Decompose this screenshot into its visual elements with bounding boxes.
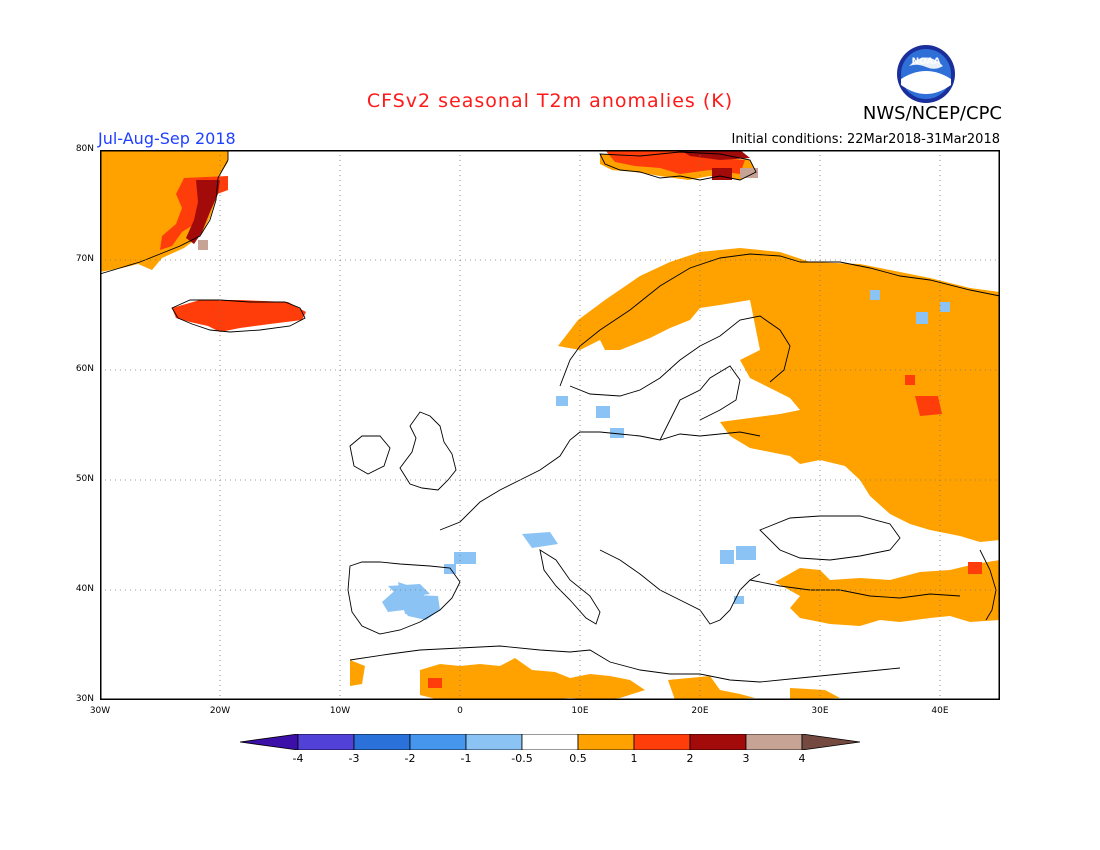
lon-label: 20E: [691, 706, 709, 716]
lon-label: 10E: [571, 706, 589, 716]
forecast-period: Jul-Aug-Sep 2018: [98, 129, 236, 148]
anomaly-extreme-warm: [198, 168, 758, 250]
colorbar-label: 0.5: [569, 752, 587, 765]
lon-label: 10W: [329, 706, 351, 716]
colorbar-swatch: [465, 733, 523, 751]
graticule: [100, 150, 1000, 700]
lon-label: 20W: [209, 706, 231, 716]
colorbar-swatch: [521, 733, 579, 751]
colorbar-label: -1: [460, 752, 472, 765]
colorbar-swatch: [633, 733, 691, 751]
lat-label: 80N: [75, 144, 94, 154]
colorbar-label: 3: [742, 752, 750, 765]
colorbar-swatch: [745, 733, 803, 751]
lon-label: 30E: [811, 706, 829, 716]
colorbar-label: -4: [292, 752, 304, 765]
noaa-logo: NOAA: [895, 43, 957, 109]
lat-label: 60N: [75, 364, 94, 374]
lon-label: 40E: [931, 706, 949, 716]
colorbar-label: 2: [686, 752, 694, 765]
lon-label: 0: [457, 706, 463, 716]
colorbar: [239, 733, 862, 754]
lat-label: 30N: [75, 694, 94, 704]
colorbar-label: 1: [630, 752, 638, 765]
colorbar-label: -3: [348, 752, 360, 765]
colorbar-swatch: [297, 733, 355, 751]
anomaly-map: [99, 150, 1001, 704]
initial-conditions: Initial conditions: 22Mar2018-31Mar2018: [731, 132, 1001, 147]
colorbar-arrow-low: [239, 733, 299, 751]
anomaly-cool-areas: [382, 290, 950, 620]
lon-label: 30W: [89, 706, 111, 716]
colorbar-arrow-high: [801, 733, 861, 751]
lat-label: 40N: [75, 584, 94, 594]
colorbar-swatch: [689, 733, 747, 751]
lat-label: 70N: [75, 254, 94, 264]
svg-text:NOAA: NOAA: [912, 57, 941, 67]
lat-label: 50N: [75, 474, 94, 484]
map-title: CFSv2 seasonal T2m anomalies (K): [366, 90, 734, 112]
colorbar-swatch: [577, 733, 635, 751]
map-frame: [100, 150, 1000, 700]
colorbar-swatch: [353, 733, 411, 751]
colorbar-swatch: [409, 733, 467, 751]
coastlines: [99, 150, 1001, 683]
colorbar-label: -2: [404, 752, 416, 765]
colorbar-label: -0.5: [511, 752, 533, 765]
agency-name: NWS/NCEP/CPC: [862, 103, 1002, 124]
colorbar-label: 4: [798, 752, 806, 765]
